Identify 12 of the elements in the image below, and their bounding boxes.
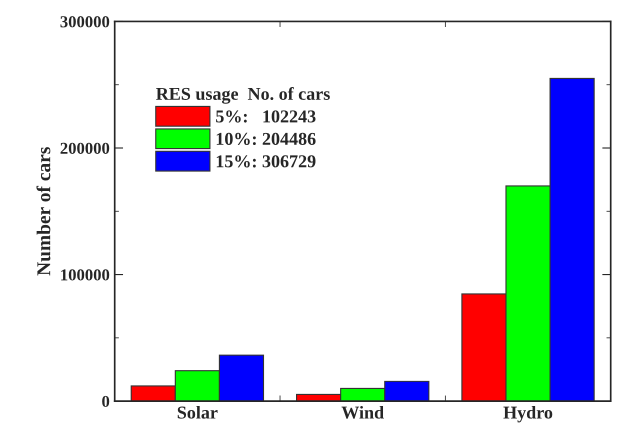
y-tick-label: 300000 [60, 16, 110, 28]
legend-label: 15%: 306729 [216, 155, 316, 168]
y-tick-label: 0 [102, 396, 110, 408]
x-tick-label: Hydro [503, 406, 552, 422]
y-tick-label: 100000 [61, 269, 110, 281]
legend-title: RES usage No. of cars [156, 87, 330, 104]
y-axis-title: Number of cars [36, 147, 50, 276]
legend-label: 5%: 102243 [216, 110, 316, 123]
x-tick-label: Solar [178, 406, 218, 419]
y-tick-label: 200000 [60, 142, 110, 154]
x-tick-label: Wind [342, 406, 384, 419]
legend-label: 10%: 204486 [216, 132, 316, 146]
